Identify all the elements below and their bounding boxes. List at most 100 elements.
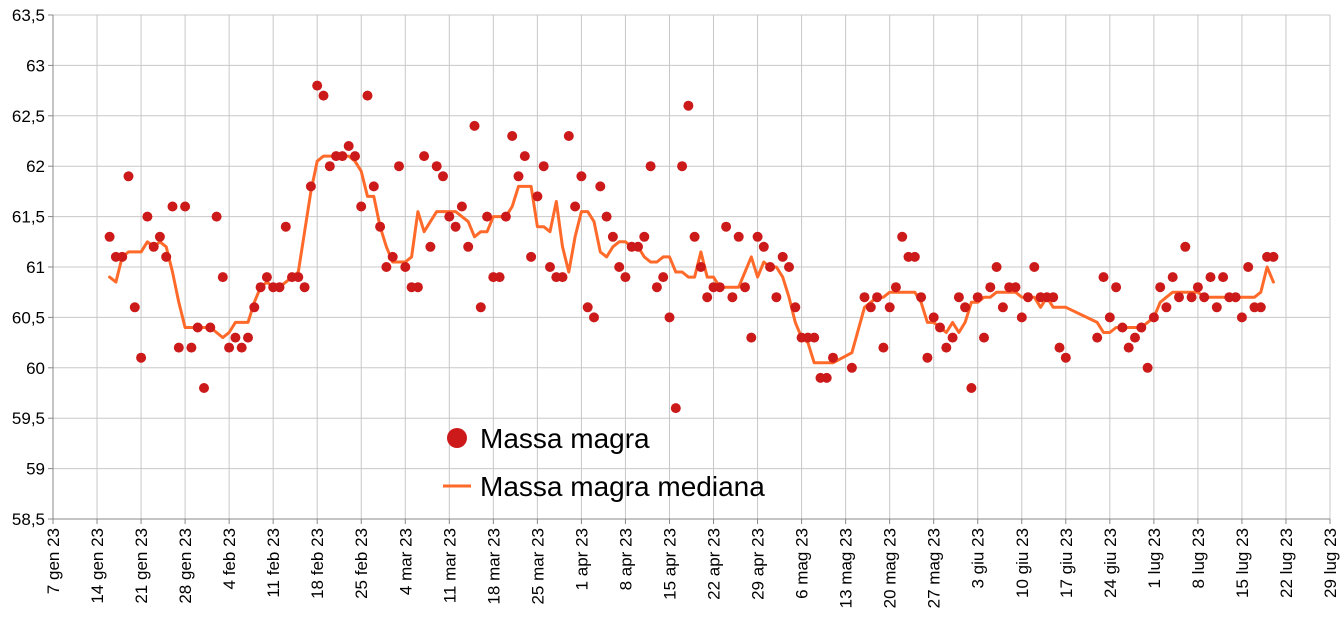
data-point	[513, 171, 524, 182]
data-point	[1243, 262, 1254, 272]
data-point	[1180, 241, 1191, 252]
data-point	[777, 251, 788, 262]
data-point	[1230, 292, 1241, 303]
data-point	[1048, 292, 1059, 303]
data-point	[381, 262, 392, 272]
data-point	[677, 161, 688, 172]
data-point	[740, 282, 750, 293]
x-tick-label: 25 mar 23	[528, 528, 547, 605]
data-point	[966, 383, 977, 393]
data-point	[425, 241, 436, 252]
data-point	[117, 251, 128, 262]
data-point	[651, 282, 662, 293]
data-point	[136, 352, 147, 363]
x-tick-label: 6 mag 23	[793, 528, 812, 599]
data-point	[475, 302, 486, 313]
data-point	[589, 312, 599, 323]
data-point	[714, 282, 725, 293]
data-point	[343, 141, 354, 151]
data-point	[545, 262, 555, 272]
data-point	[387, 251, 398, 262]
data-point	[727, 292, 738, 303]
x-tick-label: 24 giu 23	[1101, 528, 1120, 598]
x-tick-label: 4 feb 23	[220, 528, 239, 589]
data-point	[456, 201, 467, 212]
data-point	[312, 80, 323, 91]
data-point	[142, 211, 153, 222]
legend: Massa magra Massa magra mediana	[443, 423, 765, 502]
x-tick-label: 22 apr 23	[705, 528, 724, 600]
data-point	[997, 302, 1008, 313]
data-point	[890, 282, 901, 293]
data-point	[186, 342, 197, 353]
data-point	[1098, 272, 1109, 283]
data-point	[1255, 302, 1266, 313]
data-point	[985, 282, 996, 293]
x-tick-label: 21 gen 23	[132, 528, 151, 604]
data-point	[362, 90, 373, 101]
data-point	[148, 241, 159, 252]
data-point	[884, 302, 895, 313]
data-point	[746, 332, 757, 343]
data-point	[947, 332, 958, 343]
data-point	[1218, 272, 1229, 283]
data-point	[463, 241, 474, 252]
data-point	[1060, 352, 1071, 363]
x-tick-label: 11 mar 23	[440, 528, 459, 603]
data-point	[249, 302, 260, 313]
grid	[52, 14, 1331, 520]
legend-marker-points	[447, 428, 467, 448]
data-point	[274, 282, 285, 293]
data-point	[450, 221, 461, 232]
data-point	[689, 231, 700, 242]
data-point	[865, 302, 876, 313]
data-point	[375, 221, 386, 232]
data-point	[991, 262, 1002, 272]
data-point	[1016, 312, 1027, 323]
data-point	[897, 231, 908, 242]
data-point	[721, 221, 732, 232]
data-point	[500, 211, 511, 222]
data-point	[909, 251, 920, 262]
data-point	[400, 262, 411, 272]
x-tick-label: 3 giu 23	[969, 528, 988, 589]
data-point	[1148, 312, 1159, 323]
y-tick-label: 59,5	[12, 409, 45, 428]
median-series	[108, 154, 1275, 365]
data-point	[733, 231, 744, 242]
x-tick-label: 13 mag 23	[837, 528, 856, 608]
data-point	[217, 272, 228, 283]
data-point	[199, 383, 209, 393]
data-point	[469, 120, 480, 131]
data-point	[664, 312, 675, 323]
data-point	[532, 191, 543, 202]
data-point	[104, 231, 115, 242]
x-tick-label: 10 giu 23	[1013, 528, 1032, 598]
data-point	[1104, 312, 1115, 323]
data-point	[765, 262, 776, 272]
data-point	[935, 322, 945, 333]
data-point	[563, 131, 574, 141]
data-point	[960, 302, 971, 313]
data-point	[236, 342, 247, 353]
x-tick-label: 15 apr 23	[660, 528, 679, 600]
data-point	[828, 352, 838, 363]
data-point	[255, 282, 266, 293]
data-point	[261, 272, 272, 283]
data-point	[1155, 282, 1166, 293]
data-point	[922, 352, 933, 363]
data-point	[123, 171, 134, 182]
y-tick-label: 63,5	[12, 6, 45, 25]
data-point	[538, 161, 549, 172]
data-point	[192, 322, 203, 333]
legend-label-line: Massa magra mediana	[480, 471, 765, 502]
data-point	[350, 151, 360, 162]
data-point	[205, 322, 216, 333]
data-point	[444, 211, 455, 222]
data-point	[419, 151, 430, 162]
y-tick-label: 60,5	[12, 308, 45, 327]
x-tick-label: 4 mar 23	[396, 528, 415, 595]
x-tick-label: 1 apr 23	[572, 528, 591, 590]
data-point	[670, 403, 681, 414]
data-point	[519, 151, 530, 162]
